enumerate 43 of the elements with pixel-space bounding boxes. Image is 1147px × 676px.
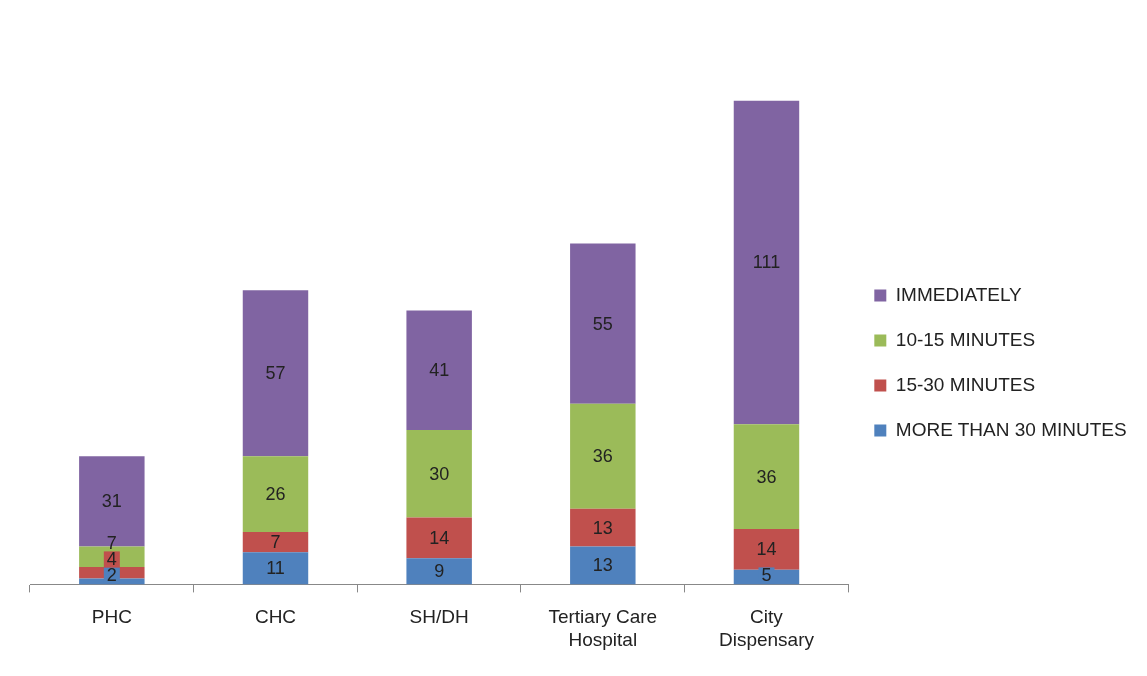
data-label: 111 <box>752 252 781 273</box>
data-label: 5 <box>761 565 772 586</box>
data-label: 2 <box>106 565 117 586</box>
x-tick-label: Tertiary Care Hospital <box>548 606 658 650</box>
legend-label: 15-30 MINUTES <box>895 373 1036 395</box>
bar <box>406 429 472 518</box>
bar <box>570 508 636 547</box>
legend-label: 10-15 MINUTES <box>895 328 1036 350</box>
bar <box>733 529 800 570</box>
x-tick-label: SH/DH <box>409 606 469 628</box>
bar <box>79 456 145 547</box>
bar <box>406 517 472 559</box>
legend-label: IMMEDIATELY <box>895 283 1023 305</box>
bar <box>242 552 309 585</box>
bar <box>733 100 800 425</box>
data-label: 26 <box>265 484 286 505</box>
x-tick-label: City Dispensary <box>718 606 815 650</box>
data-label: 13 <box>592 517 613 538</box>
bar <box>570 243 636 404</box>
data-label: 41 <box>429 360 450 381</box>
data-label: 36 <box>756 466 777 487</box>
data-label: 30 <box>429 463 450 484</box>
bar <box>242 531 309 553</box>
bar <box>406 558 472 585</box>
data-label: 11 <box>266 558 285 579</box>
data-label: 14 <box>756 539 777 560</box>
data-label: 31 <box>101 491 122 512</box>
data-label: 13 <box>592 555 613 576</box>
data-label: 9 <box>434 561 445 582</box>
data-label: 7 <box>270 532 281 553</box>
bar <box>570 546 636 585</box>
bar <box>242 290 309 457</box>
x-tick-label: CHC <box>254 606 297 628</box>
bar <box>242 456 309 532</box>
bar <box>570 403 636 509</box>
data-label: 57 <box>265 363 286 384</box>
bar <box>733 424 800 530</box>
data-label: 36 <box>592 446 613 467</box>
bar <box>406 310 472 430</box>
data-label: 14 <box>429 527 450 548</box>
data-label: 55 <box>592 313 613 334</box>
legend-label: MORE THAN 30 MINUTES <box>895 418 1127 440</box>
x-tick-label: PHC <box>91 606 132 628</box>
